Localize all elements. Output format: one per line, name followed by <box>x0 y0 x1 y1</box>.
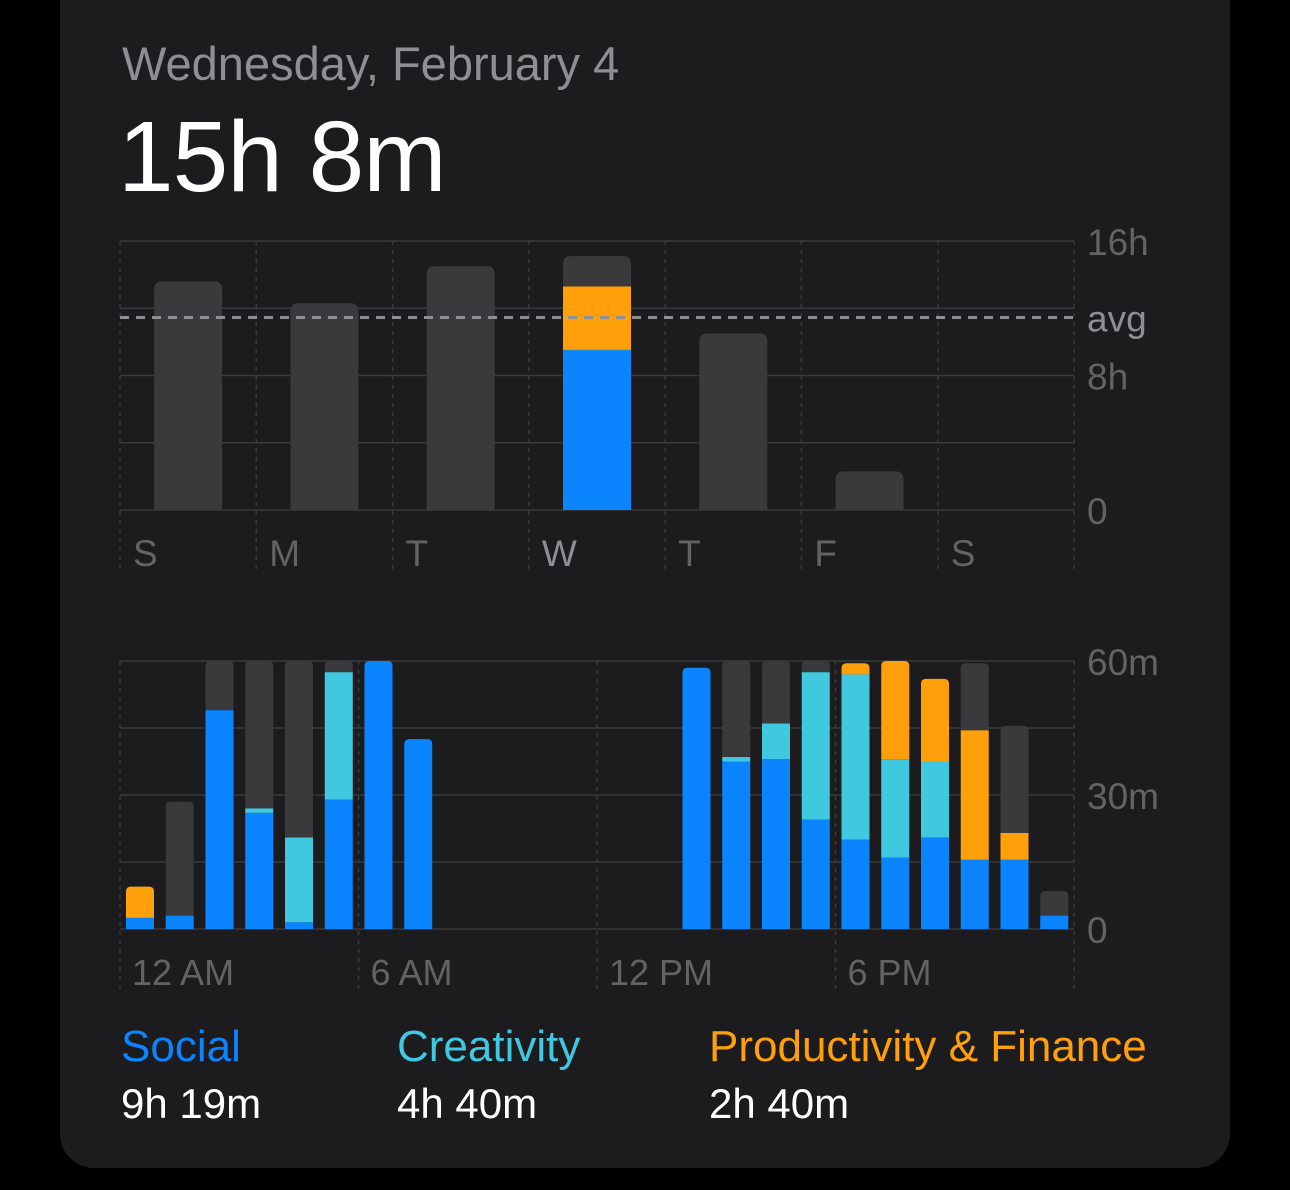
date-heading: Wednesday, February 4 <box>122 37 620 90</box>
hour-x-tick-label: 6 PM <box>848 952 932 993</box>
week-y-tick-label: 16h <box>1087 222 1149 263</box>
screen-time-card <box>60 0 1230 1168</box>
hour-bar-15-other-segment <box>722 661 751 758</box>
legend-creativity-name: Creativity <box>397 1022 581 1071</box>
hour-bar-23-social-segment <box>1040 915 1069 929</box>
week-bar-4-other-segment <box>699 333 768 510</box>
hour-bar-22-other-segment <box>1000 725 1029 833</box>
hour-bar-19-creativity-segment <box>881 759 910 858</box>
average-label: avg <box>1087 298 1147 339</box>
hour-bar-4-social-segment <box>285 922 313 929</box>
hour-bar-4-creativity-segment <box>285 837 313 923</box>
hour-y-tick-label: 60m <box>1087 642 1159 683</box>
hour-bar-15-creativity-segment <box>722 757 751 762</box>
week-y-tick-label: 8h <box>1087 357 1128 398</box>
hour-bar-19-productivity-segment <box>881 661 910 760</box>
hour-bar-22-social-segment <box>1000 859 1029 929</box>
hour-x-tick-label: 6 AM <box>371 952 453 993</box>
legend-productivity-name: Productivity & Finance <box>709 1022 1147 1071</box>
hour-bar-1-social-segment <box>165 915 194 929</box>
week-bar-5-other-segment <box>835 471 904 510</box>
hour-bar-16-creativity-segment <box>762 723 790 760</box>
hour-bar-19-social-segment <box>881 857 910 929</box>
total-screen-time: 15h 8m <box>118 101 447 213</box>
hour-bar-20-creativity-segment <box>921 761 949 838</box>
hour-bar-6-social-segment <box>364 661 393 929</box>
week-bar-2-other-segment <box>426 266 495 510</box>
hour-bar-17-creativity-segment <box>801 672 830 820</box>
legend-creativity-value: 4h 40m <box>397 1080 538 1127</box>
day-label-4: T <box>678 533 701 574</box>
hour-bar-2-social-segment <box>205 710 234 929</box>
day-label-0: S <box>133 533 158 574</box>
hour-bar-3-creativity-segment <box>245 808 274 813</box>
hour-bar-17-other-segment <box>801 661 830 673</box>
hour-bar-20-social-segment <box>921 837 949 929</box>
hour-bar-23-other-segment <box>1040 891 1069 916</box>
hour-bar-7-social-segment <box>404 739 433 929</box>
hour-bar-14-social-segment <box>682 667 711 929</box>
legend-social[interactable]: Social 9h 19m <box>121 1022 261 1128</box>
hour-bar-5-social-segment <box>324 799 353 929</box>
hour-bar-1-other-segment <box>165 801 194 916</box>
day-label-3: W <box>542 533 577 574</box>
hour-bar-21-social-segment <box>960 859 989 929</box>
hour-bar-16-social-segment <box>762 759 790 929</box>
hour-bar-18-creativity-segment <box>841 674 870 840</box>
hour-bar-15-social-segment <box>722 761 751 929</box>
hour-bar-22-productivity-segment <box>1000 832 1029 860</box>
legend-social-value: 9h 19m <box>121 1080 262 1127</box>
week-bar-3-other-segment <box>563 256 631 287</box>
hour-bar-18-social-segment <box>841 839 870 929</box>
day-label-6: S <box>951 533 976 574</box>
legend-creativity[interactable]: Creativity 4h 40m <box>397 1022 580 1128</box>
legend-productivity[interactable]: Productivity & Finance 2h 40m <box>709 1022 1147 1128</box>
week-bar-0-other-segment <box>154 281 223 510</box>
day-label-5: F <box>814 533 837 574</box>
hour-bar-3-social-segment <box>245 812 274 929</box>
hour-bar-5-other-segment <box>324 661 353 673</box>
week-bar-1-other-segment <box>290 303 359 510</box>
hour-bar-0-productivity-segment <box>126 886 154 918</box>
hour-y-tick-label: 30m <box>1087 776 1159 817</box>
hour-bar-0-social-segment <box>126 917 154 929</box>
hour-bar-21-productivity-segment <box>960 730 989 860</box>
hour-x-tick-label: 12 AM <box>132 952 234 993</box>
legend-productivity-value: 2h 40m <box>709 1080 850 1127</box>
hour-bar-20-productivity-segment <box>921 678 949 762</box>
hour-bar-16-other-segment <box>762 661 790 724</box>
week-bar-3-creativity-segment <box>563 349 631 351</box>
hour-bar-3-other-segment <box>245 661 274 809</box>
legend-social-name: Social <box>121 1022 241 1071</box>
hour-bar-2-other-segment <box>205 661 234 711</box>
hour-bar-18-productivity-segment <box>841 663 870 675</box>
week-y-tick-label: 0 <box>1087 491 1108 532</box>
day-label-2: T <box>406 533 429 574</box>
day-label-1: M <box>269 533 300 574</box>
hour-x-tick-label: 12 PM <box>609 952 713 993</box>
week-bar-3-social-segment <box>563 350 631 510</box>
hour-bar-21-other-segment <box>960 663 989 731</box>
hour-bar-17-social-segment <box>801 819 830 929</box>
hour-bar-5-creativity-segment <box>324 672 353 800</box>
hour-y-tick-label: 0 <box>1087 910 1108 951</box>
hour-bar-4-other-segment <box>285 661 313 838</box>
